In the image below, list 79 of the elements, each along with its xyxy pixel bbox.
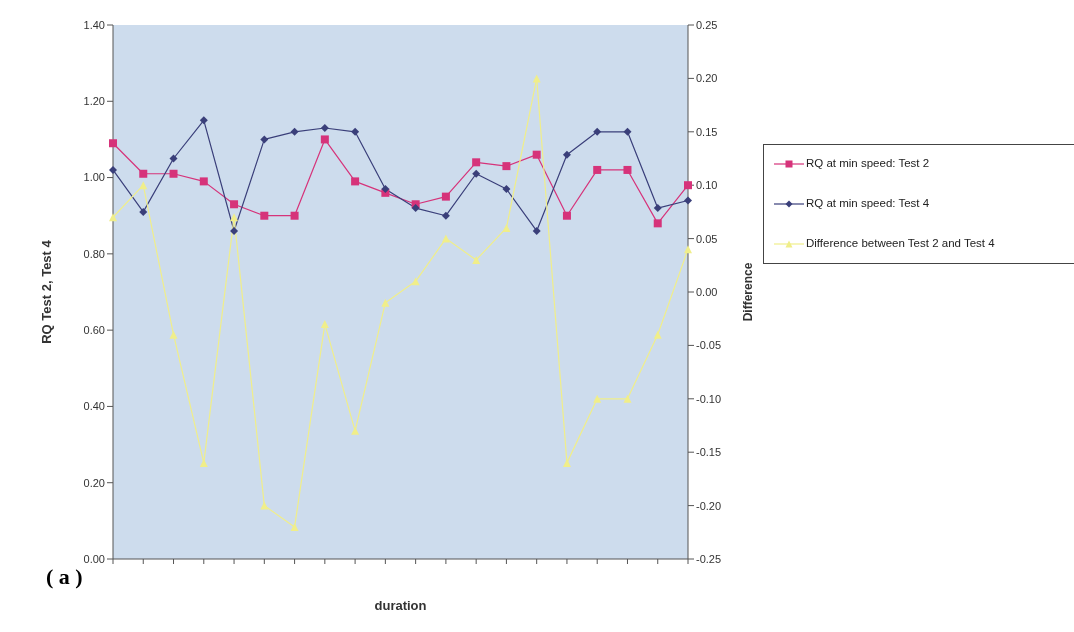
point <box>139 207 148 216</box>
point <box>169 169 178 178</box>
point <box>472 255 481 264</box>
point <box>593 127 602 136</box>
point <box>411 204 420 213</box>
point <box>562 150 571 159</box>
point <box>230 213 239 222</box>
point <box>623 394 632 403</box>
point <box>593 165 602 174</box>
point <box>230 226 239 235</box>
point <box>351 127 360 136</box>
point <box>351 177 360 186</box>
point <box>653 219 662 228</box>
point <box>532 226 541 235</box>
point <box>320 135 329 144</box>
point <box>169 330 178 339</box>
y2-tick-label: 0.10 <box>696 179 718 192</box>
y-tick-label: 1.00 <box>83 171 105 184</box>
y-tick-label: 0.60 <box>83 324 105 337</box>
point <box>230 200 239 209</box>
point <box>441 234 450 243</box>
point <box>109 213 117 222</box>
point <box>351 426 360 435</box>
y-tick-label: 0.00 <box>83 552 105 565</box>
point <box>260 135 269 144</box>
point <box>139 169 148 178</box>
point <box>472 158 481 167</box>
y2-axis-title: Difference <box>741 262 756 322</box>
y2-tick-label: -0.10 <box>696 392 722 405</box>
y2-tick-label: 0.05 <box>696 232 718 245</box>
point <box>623 127 632 136</box>
legend-label: RQ at min speed: Test 4 <box>806 197 930 209</box>
point <box>320 123 329 132</box>
y-tick-label: 0.40 <box>83 400 105 413</box>
y-axis-title: RQ Test 2, Test 4 <box>38 239 54 344</box>
y2-tick-label: -0.15 <box>696 446 722 459</box>
point <box>684 181 692 190</box>
point <box>472 169 481 178</box>
point <box>381 298 390 307</box>
point <box>260 211 269 220</box>
point <box>260 501 269 510</box>
point <box>593 394 602 403</box>
y2-tick-label: -0.05 <box>696 339 722 352</box>
text: ( a ) <box>46 564 83 590</box>
point <box>290 127 299 136</box>
point <box>290 522 299 531</box>
point <box>441 211 450 220</box>
y2-tick-label: -0.25 <box>696 552 722 565</box>
point <box>653 204 662 213</box>
point <box>502 223 511 232</box>
point <box>562 211 571 220</box>
point <box>441 192 450 201</box>
point <box>290 211 299 220</box>
y-tick-label: 1.20 <box>83 95 105 108</box>
y2-tick-label: 0.00 <box>696 285 718 298</box>
point <box>502 185 511 194</box>
legend-label: Difference between Test 2 and Test 4 <box>806 237 995 249</box>
point <box>199 116 208 125</box>
point <box>109 139 117 148</box>
y2-tick-label: -0.20 <box>696 499 722 512</box>
y2-tick-label: 0.25 <box>696 18 718 31</box>
y2-tick-label: 0.15 <box>696 125 718 138</box>
y-tick-label: 0.20 <box>83 476 105 489</box>
point <box>684 245 692 254</box>
point <box>502 162 511 171</box>
legend-label: RQ at min speed: Test 2 <box>806 157 930 169</box>
point <box>684 196 692 205</box>
point <box>320 320 329 329</box>
point <box>199 177 208 186</box>
y2-tick-label: 0.20 <box>696 72 718 85</box>
point <box>653 330 662 339</box>
point <box>562 458 571 467</box>
y-tick-label: 1.40 <box>83 18 105 31</box>
point <box>109 165 117 174</box>
point <box>169 154 178 163</box>
point <box>623 165 632 174</box>
y-tick-label: 0.80 <box>83 247 105 260</box>
point <box>532 150 541 159</box>
x-axis-title: duration <box>374 598 427 613</box>
